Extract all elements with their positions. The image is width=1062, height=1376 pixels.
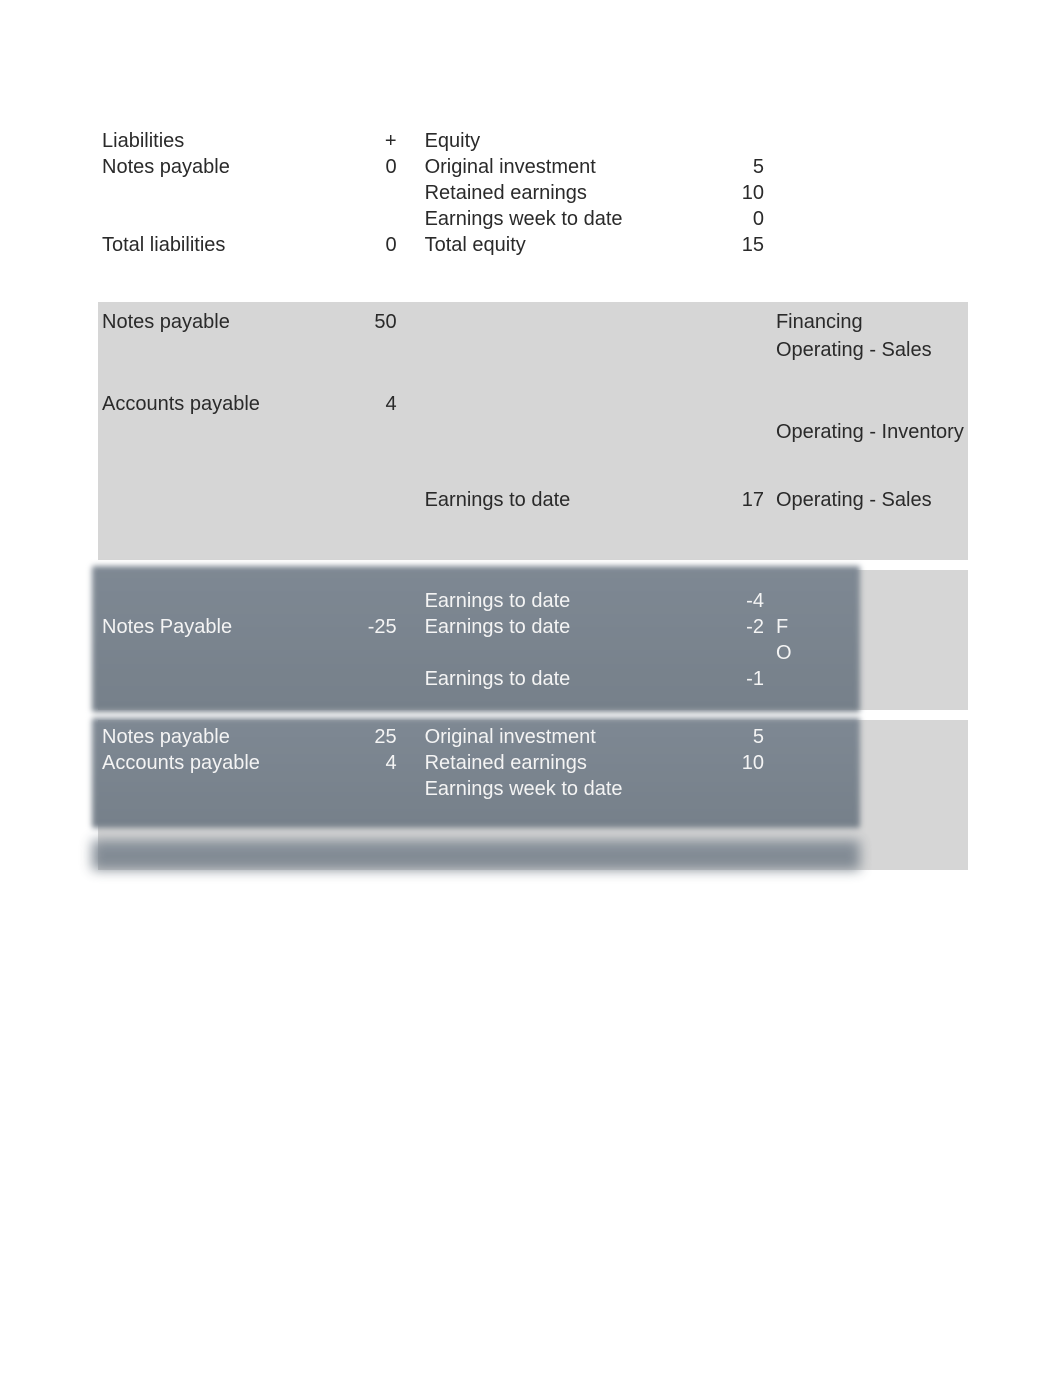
category-operating-sales: Operating - Sales bbox=[772, 336, 968, 364]
accounts-payable-label: Accounts payable bbox=[98, 390, 308, 418]
data-row: Earnings to date -4 bbox=[98, 588, 968, 614]
blurred-block-2: Notes payable 25 Original investment 5 A… bbox=[98, 720, 968, 890]
accounts-payable-value: 4 bbox=[308, 390, 417, 418]
original-investment-label: Original investment bbox=[417, 724, 688, 750]
notes-payable-label: Notes Payable bbox=[98, 614, 308, 640]
equity-header: Equity bbox=[417, 128, 688, 154]
data-row: Accounts payable 4 Retained earnings 10 bbox=[98, 750, 968, 776]
notes-payable-value: 25 bbox=[308, 724, 417, 750]
total-liabilities-value: 0 bbox=[308, 232, 417, 258]
data-row: Earnings to date -1 bbox=[98, 666, 968, 692]
earnings-wtd-label: Earnings week to date bbox=[417, 206, 688, 232]
retained-earnings-value: 10 bbox=[688, 750, 772, 776]
original-investment-label: Original investment bbox=[417, 154, 688, 180]
header-row: Liabilities + Equity bbox=[98, 128, 968, 154]
grey-band-1: Notes payable 50 Financing Operating - S… bbox=[98, 302, 968, 560]
retained-earnings-label: Retained earnings bbox=[417, 180, 688, 206]
retained-earnings-label: Retained earnings bbox=[417, 750, 688, 776]
plus-sign: + bbox=[308, 128, 417, 154]
category-operating-sales-2: Operating - Sales bbox=[772, 486, 968, 514]
notes-payable-value: 0 bbox=[308, 154, 417, 180]
data-row: Earnings week to date bbox=[98, 776, 968, 802]
totals-row: Total liabilities 0 Total equity 15 bbox=[98, 232, 968, 258]
data-row: Earnings to date 17 Operating - Sales bbox=[98, 486, 968, 514]
liabilities-header: Liabilities bbox=[98, 128, 308, 154]
earnings-to-date-value: -2 bbox=[688, 614, 772, 640]
accounts-payable-label: Accounts payable bbox=[98, 750, 308, 776]
data-row: Notes payable 25 Original investment 5 bbox=[98, 724, 968, 750]
original-investment-value: 5 bbox=[688, 154, 772, 180]
earnings-wtd-label: Earnings week to date bbox=[417, 776, 688, 802]
data-row: Retained earnings 10 bbox=[98, 180, 968, 206]
earnings-to-date-value: -4 bbox=[688, 588, 772, 614]
earnings-to-date-value: -1 bbox=[688, 666, 772, 692]
earnings-to-date-label: Earnings to date bbox=[417, 588, 688, 614]
total-equity-value: 15 bbox=[688, 232, 772, 258]
retained-earnings-value: 10 bbox=[688, 180, 772, 206]
data-row: Operating - Sales bbox=[98, 336, 968, 364]
data-row: O bbox=[98, 640, 968, 666]
accounts-payable-value: 4 bbox=[308, 750, 417, 776]
data-row: Operating - Inventory bbox=[98, 418, 968, 446]
original-investment-value: 5 bbox=[688, 724, 772, 750]
notes-payable-value: -25 bbox=[308, 614, 417, 640]
notes-payable-label: Notes payable bbox=[98, 308, 308, 336]
partial-text: O bbox=[772, 640, 968, 666]
data-row: Earnings week to date 0 bbox=[98, 206, 968, 232]
total-equity-label: Total equity bbox=[417, 232, 688, 258]
notes-payable-label: Notes payable bbox=[98, 724, 308, 750]
spreadsheet-region: Liabilities + Equity Notes payable 0 Ori… bbox=[98, 128, 968, 890]
earnings-to-date-label: Earnings to date bbox=[417, 486, 688, 514]
category-financing: Financing bbox=[772, 308, 968, 336]
partial-text: F bbox=[772, 614, 968, 640]
earnings-wtd-value: 0 bbox=[688, 206, 772, 232]
notes-payable-label: Notes payable bbox=[98, 154, 308, 180]
notes-payable-value: 50 bbox=[308, 308, 417, 336]
data-row: Accounts payable 4 bbox=[98, 390, 968, 418]
earnings-to-date-value: 17 bbox=[688, 486, 772, 514]
blurred-block-1: Earnings to date -4 Notes Payable -25 Ea… bbox=[98, 570, 968, 710]
data-row: Notes payable 0 Original investment 5 bbox=[98, 154, 968, 180]
data-row: Notes payable 50 Financing bbox=[98, 308, 968, 336]
earnings-to-date-label: Earnings to date bbox=[417, 666, 688, 692]
category-operating-inventory: Operating - Inventory bbox=[772, 418, 968, 446]
data-row: Notes Payable -25 Earnings to date -2 F bbox=[98, 614, 968, 640]
total-liabilities-label: Total liabilities bbox=[98, 232, 308, 258]
earnings-to-date-label: Earnings to date bbox=[417, 614, 688, 640]
